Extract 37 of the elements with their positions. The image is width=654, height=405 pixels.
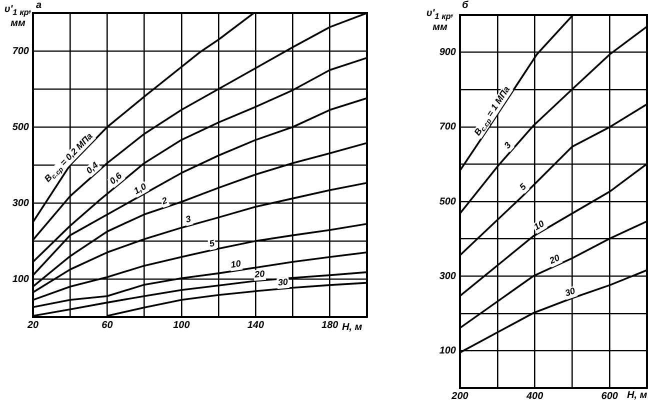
series-label: 20 — [253, 268, 265, 280]
text: 5 — [517, 180, 529, 192]
text: 30 — [277, 276, 288, 288]
y-tick-label: 500 — [12, 122, 30, 133]
x-tick-label: 200 — [450, 390, 469, 402]
y-axis-title: υ′$_{1 кр}$, мм — [3, 4, 33, 29]
chart-title: а — [36, 0, 42, 11]
text: 0,6 — [108, 170, 124, 186]
text: 0,4 — [84, 160, 100, 176]
x-tick-label: 600 — [601, 390, 618, 402]
y-tick-label: 300 — [439, 270, 456, 282]
text: 30 — [564, 286, 576, 298]
x-tick-label: 400 — [525, 390, 544, 402]
text: 10 — [230, 258, 242, 270]
y-tick-label: 700 — [439, 122, 456, 133]
x-axis-title: H, м — [627, 390, 648, 401]
y-tick-label: 700 — [12, 46, 30, 57]
text: 10 — [532, 218, 546, 232]
y-axis-title: υ′$_{1 кр}$, мм — [425, 8, 455, 33]
y-tick-label: 500 — [439, 196, 456, 208]
x-tick-label: 20 — [26, 320, 39, 331]
text: 1,0 — [132, 181, 148, 196]
x-tick-label: 60 — [102, 320, 114, 331]
text: 3 — [502, 140, 513, 150]
text: 2 — [160, 195, 168, 207]
x-axis-title: H, м — [342, 322, 362, 333]
text: 3 — [184, 214, 192, 225]
x-tick-label: 140 — [247, 320, 264, 331]
y-tick-label: 100 — [439, 345, 456, 356]
y-tick-label: 300 — [12, 198, 30, 209]
x-tick-label: 100 — [173, 320, 190, 331]
text: 5 — [208, 238, 216, 249]
y-tick-label: 900 — [439, 47, 456, 58]
x-tick-label: 180 — [322, 320, 339, 331]
y-tick-label: 100 — [12, 274, 30, 285]
chart-title: б — [462, 0, 468, 11]
text: 20 — [546, 252, 562, 266]
